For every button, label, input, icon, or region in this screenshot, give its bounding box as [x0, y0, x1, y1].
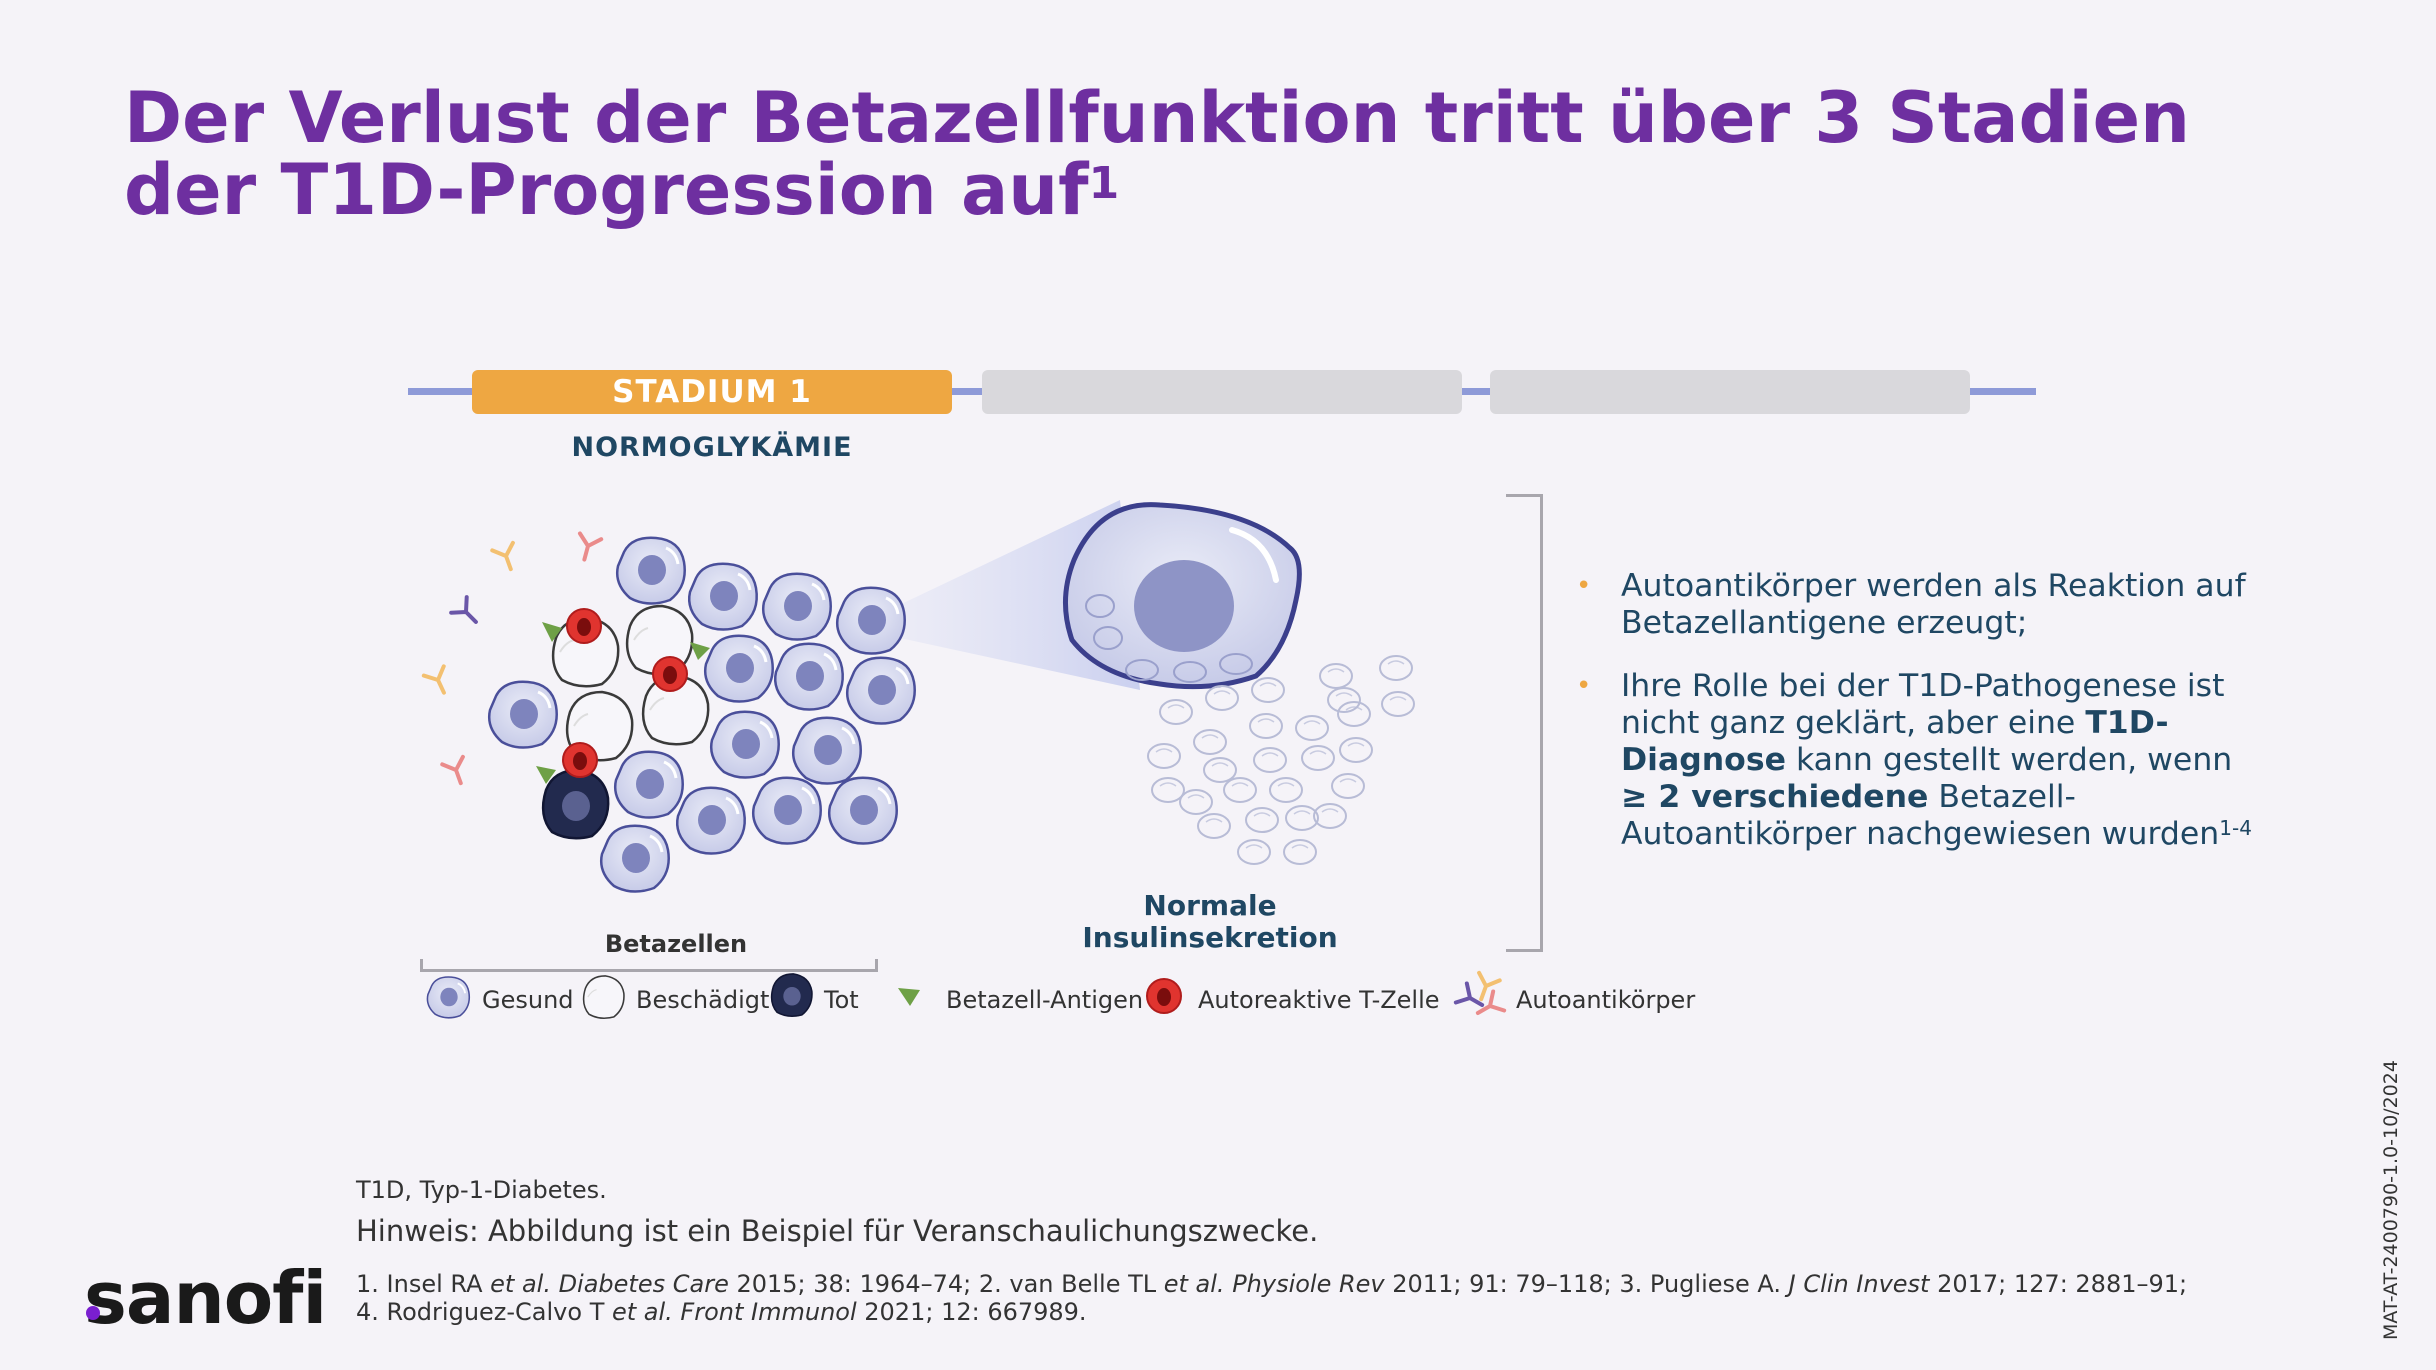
t-cell: [562, 742, 598, 778]
healthy-cell: [687, 562, 759, 632]
sanofi-logo: sanofi: [84, 1256, 327, 1340]
page-title: Der Verlust der Betazellfunktion tritt ü…: [124, 77, 2190, 231]
healthy-cell: [845, 656, 917, 726]
healthy-cell: [613, 750, 685, 820]
legend-tcell: Autoreaktive T-Zelle: [1198, 986, 1440, 1014]
healthy-cell: [703, 634, 775, 704]
legend-healthy-icon: [426, 976, 471, 1019]
dead-cell: [541, 768, 610, 840]
stage-1-bar: STADIUM 1: [472, 370, 952, 414]
antigen: [542, 622, 562, 642]
betazellen-bracket: [420, 959, 878, 972]
healthy-cell: [791, 716, 863, 786]
legend-dead-icon: [770, 973, 813, 1018]
enlarged-beta-cell: [1063, 502, 1302, 690]
legend-tcell-icon: [1146, 978, 1182, 1014]
autoantibody: [440, 754, 474, 789]
legend-antigen: Betazell-Antigen: [946, 986, 1144, 1014]
legend-dead: Tot: [824, 986, 859, 1014]
bullet-list: • Autoantikörper werden als Reaktion auf …: [1576, 568, 2256, 879]
healthy-cell: [487, 680, 559, 750]
bullet-item: • Autoantikörper werden als Reaktion auf …: [1576, 568, 2246, 641]
legend-antigen-icon: [898, 988, 920, 1006]
autoantibody: [451, 597, 484, 630]
legend-antibody: Autoantikörper: [1516, 986, 1696, 1014]
autoantibody: [421, 664, 456, 700]
abbreviation-note: T1D, Typ-1-Diabetes.: [356, 1176, 607, 1204]
healthy-cell: [709, 710, 781, 780]
legend-damaged-icon: [582, 975, 625, 1020]
healthy-cell: [761, 572, 833, 642]
autoantibody: [571, 531, 604, 565]
healthy-cell: [599, 824, 671, 894]
logo-dot: [86, 1306, 100, 1320]
stage-bracket: [1506, 494, 1543, 952]
legend-antibody-icon: [1453, 970, 1507, 1025]
healthy-cell: [751, 776, 823, 846]
normal-secretion-label: Normale Insulinsekretion: [1082, 889, 1338, 954]
t-cell: [652, 656, 688, 692]
antigen: [690, 642, 710, 660]
healthy-cell: [835, 586, 907, 656]
antigen: [536, 766, 556, 784]
healthy-cell: [615, 536, 687, 606]
healthy-cell: [827, 776, 899, 846]
stage-2-bar: [982, 370, 1462, 414]
t-cell: [566, 608, 602, 644]
legend-damaged: Beschädigt: [636, 986, 770, 1014]
illustration-note: Hinweis: Abbildung ist ein Beispiel für …: [356, 1214, 1319, 1248]
stage-3-bar: [1490, 370, 1970, 414]
betazellen-label: Betazellen: [604, 930, 748, 958]
references: 1. Insel RA et al. Diabetes Care 2015; 3…: [356, 1270, 2188, 1326]
healthy-cell: [675, 786, 747, 856]
document-code: MAT-AT-2400790-1.0-10/2024: [2380, 1060, 2402, 1340]
stage-1-sublabel: NORMOGLYKÄMIE: [571, 432, 853, 463]
bullet-item: • Ihre Rolle bei der T1D-Pathogenese ist …: [1576, 668, 2252, 852]
autoantibody: [490, 540, 524, 575]
healthy-cell: [773, 642, 845, 712]
legend-healthy: Gesund: [482, 986, 574, 1014]
